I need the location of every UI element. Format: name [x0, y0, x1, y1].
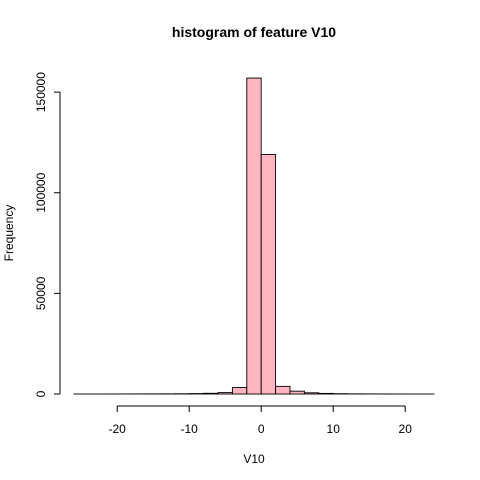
- x-tick-label: 10: [327, 422, 341, 436]
- histogram-bar: [289, 390, 305, 395]
- histogram-bar: [318, 392, 334, 395]
- histogram-bar: [303, 392, 320, 395]
- bars-group: [73, 77, 435, 395]
- x-tick-label: 0: [258, 422, 265, 436]
- y-tick-label: 150000: [34, 72, 48, 112]
- y-axis-label: Frequency: [2, 205, 16, 262]
- x-tick-label: 20: [399, 422, 413, 436]
- histogram-bar: [260, 154, 277, 395]
- histogram-bar: [203, 392, 219, 395]
- chart-title: histogram of feature V10: [172, 24, 336, 40]
- y-tick-label: 0: [34, 390, 48, 397]
- x-tick-label: -10: [181, 422, 199, 436]
- histogram-bar: [231, 387, 248, 395]
- histogram-bar: [275, 385, 291, 395]
- x-tick-label: -20: [109, 422, 127, 436]
- y-axis: 0 50000 100000 150000: [34, 72, 61, 397]
- y-tick-label: 100000: [34, 172, 48, 212]
- histogram-bar: [246, 77, 262, 395]
- y-tick-label: 50000: [34, 276, 48, 310]
- x-axis-label: V10: [243, 452, 265, 466]
- histogram-bar: [217, 392, 233, 395]
- x-axis: -20 -10 0 10 20: [109, 405, 413, 436]
